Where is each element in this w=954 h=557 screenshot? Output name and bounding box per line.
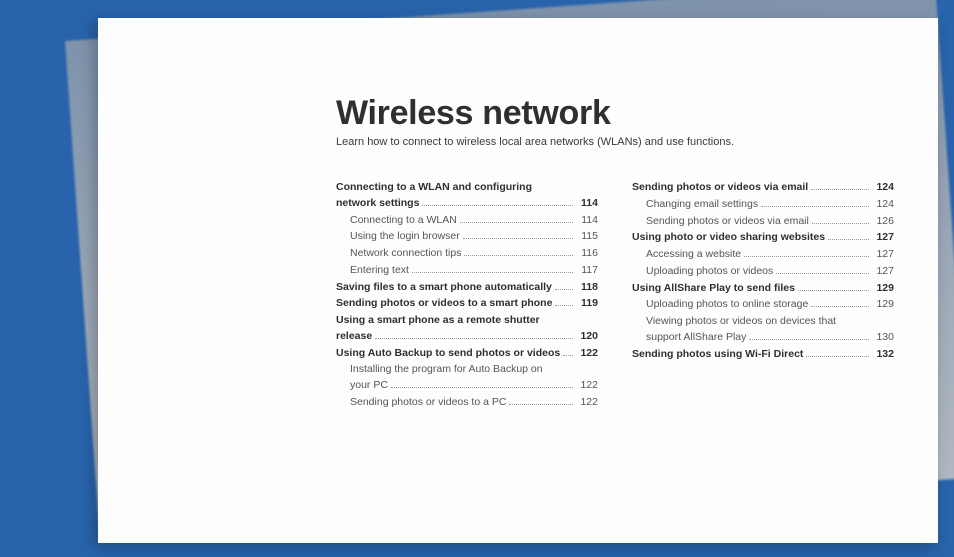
toc-entry-cont[interactable]: network settings 114: [336, 196, 598, 212]
toc-leader: [460, 222, 573, 223]
toc-entry[interactable]: Sending photos or videos via email 124: [632, 180, 894, 196]
toc-entry-label: Using a smart phone as a remote shutter: [336, 313, 540, 329]
toc-entry-label: Using AllShare Play to send files: [632, 281, 795, 297]
toc-entry[interactable]: Uploading photos to online storage 129: [632, 297, 894, 313]
toc-page-number: 118: [576, 280, 598, 296]
toc-entry-label: Sending photos or videos via email: [646, 214, 809, 230]
toc-leader: [422, 205, 573, 206]
toc-entry-label: support AllShare Play: [646, 330, 746, 346]
toc-leader: [509, 404, 573, 405]
toc-page-number: 115: [576, 229, 598, 245]
toc-entry-label: Sending photos or videos to a smart phon…: [336, 296, 552, 312]
toc-leader: [464, 255, 573, 256]
toc-columns: Connecting to a WLAN and configuringnetw…: [336, 180, 896, 412]
toc-leader: [563, 355, 573, 356]
toc-leader: [811, 306, 869, 307]
toc-page-number: 129: [872, 297, 894, 313]
toc-entry-label: Uploading photos to online storage: [646, 297, 808, 313]
toc-leader: [391, 387, 573, 388]
toc-page-number: 132: [872, 347, 894, 363]
toc-page-number: 124: [872, 180, 894, 196]
toc-page-number: 122: [576, 378, 598, 394]
page-title: Wireless network: [336, 96, 896, 130]
toc-entry[interactable]: Installing the program for Auto Backup o…: [336, 362, 598, 378]
toc-entry[interactable]: Accessing a website 127: [632, 247, 894, 263]
toc-entry[interactable]: Network connection tips 116: [336, 246, 598, 262]
toc-entry-label: network settings: [336, 196, 419, 212]
toc-leader: [463, 238, 573, 239]
toc-leader: [749, 339, 869, 340]
toc-entry[interactable]: Using a smart phone as a remote shutter: [336, 313, 598, 329]
toc-entry[interactable]: Using AllShare Play to send files 129: [632, 281, 894, 297]
toc-page-number: 119: [576, 296, 598, 312]
toc-entry-label: Sending photos using Wi-Fi Direct: [632, 347, 803, 363]
toc-leader: [375, 338, 573, 339]
toc-column-right: Sending photos or videos via email124Cha…: [632, 180, 894, 412]
toc-leader: [744, 256, 869, 257]
toc-entry-label: release: [336, 329, 372, 345]
toc-leader: [811, 189, 869, 190]
toc-entry[interactable]: Changing email settings 124: [632, 197, 894, 213]
toc-entry[interactable]: Sending photos using Wi-Fi Direct 132: [632, 347, 894, 363]
toc-page-number: 122: [576, 395, 598, 411]
toc-entry-label: Using photo or video sharing websites: [632, 230, 825, 246]
toc-leader: [798, 290, 869, 291]
document-page: Wireless network Learn how to connect to…: [98, 18, 938, 543]
toc-entry-label: Accessing a website: [646, 247, 741, 263]
toc-entry[interactable]: Using the login browser 115: [336, 229, 598, 245]
toc-entry-label: Entering text: [350, 263, 409, 279]
toc-page-number: 114: [576, 213, 598, 229]
toc-leader: [776, 273, 869, 274]
toc-entry-label: Saving files to a smart phone automatica…: [336, 280, 552, 296]
toc-page-number: 117: [576, 263, 598, 279]
toc-entry-label: Changing email settings: [646, 197, 758, 213]
toc-entry-cont[interactable]: support AllShare Play 130: [632, 330, 894, 346]
toc-leader: [412, 272, 573, 273]
toc-page-number: 114: [576, 196, 598, 212]
toc-entry[interactable]: Using photo or video sharing websites 127: [632, 230, 894, 246]
toc-entry-label: Uploading photos or videos: [646, 264, 773, 280]
toc-entry-label: Viewing photos or videos on devices that: [646, 314, 836, 330]
toc-entry[interactable]: Entering text 117: [336, 263, 598, 279]
toc-entry[interactable]: Sending photos or videos via email 126: [632, 214, 894, 230]
toc-entry[interactable]: Connecting to a WLAN 114: [336, 213, 598, 229]
toc-entry-label: your PC: [350, 378, 388, 394]
toc-entry-label: Network connection tips: [350, 246, 461, 262]
toc-entry-label: Using Auto Backup to send photos or vide…: [336, 346, 560, 362]
toc-page-number: 126: [872, 214, 894, 230]
toc-page-number: 127: [872, 247, 894, 263]
toc-page-number: 122: [576, 346, 598, 362]
toc-entry-label: Sending photos or videos via email: [632, 180, 808, 196]
toc-entry[interactable]: Viewing photos or videos on devices that: [632, 314, 894, 330]
page-subtitle: Learn how to connect to wireless local a…: [336, 136, 896, 148]
toc-page-number: 129: [872, 281, 894, 297]
toc-page-number: 130: [872, 330, 894, 346]
toc-page-number: 127: [872, 264, 894, 280]
toc-column-left: Connecting to a WLAN and configuringnetw…: [336, 180, 598, 412]
toc-entry[interactable]: Using Auto Backup to send photos or vide…: [336, 346, 598, 362]
toc-entry-label: Using the login browser: [350, 229, 460, 245]
toc-leader: [555, 289, 573, 290]
toc-leader: [806, 356, 869, 357]
toc-entry-label: Connecting to a WLAN: [350, 213, 457, 229]
toc-page-number: 127: [872, 230, 894, 246]
toc-entry[interactable]: Sending photos or videos to a smart phon…: [336, 296, 598, 312]
toc-entry[interactable]: Connecting to a WLAN and configuring: [336, 180, 598, 196]
toc-entry-label: Connecting to a WLAN and configuring: [336, 180, 532, 196]
toc-entry[interactable]: Sending photos or videos to a PC 122: [336, 395, 598, 411]
toc-leader: [828, 239, 869, 240]
toc-entry-cont[interactable]: release 120: [336, 329, 598, 345]
toc-page-number: 116: [576, 246, 598, 262]
toc-entry-label: Sending photos or videos to a PC: [350, 395, 506, 411]
toc-leader: [761, 206, 869, 207]
toc-entry-label: Installing the program for Auto Backup o…: [350, 362, 543, 378]
toc-entry[interactable]: Saving files to a smart phone automatica…: [336, 280, 598, 296]
toc-leader: [555, 305, 573, 306]
toc-entry[interactable]: Uploading photos or videos 127: [632, 264, 894, 280]
toc-page-number: 120: [576, 329, 598, 345]
toc-leader: [812, 223, 869, 224]
toc-entry-cont[interactable]: your PC 122: [336, 378, 598, 394]
toc-page-number: 124: [872, 197, 894, 213]
